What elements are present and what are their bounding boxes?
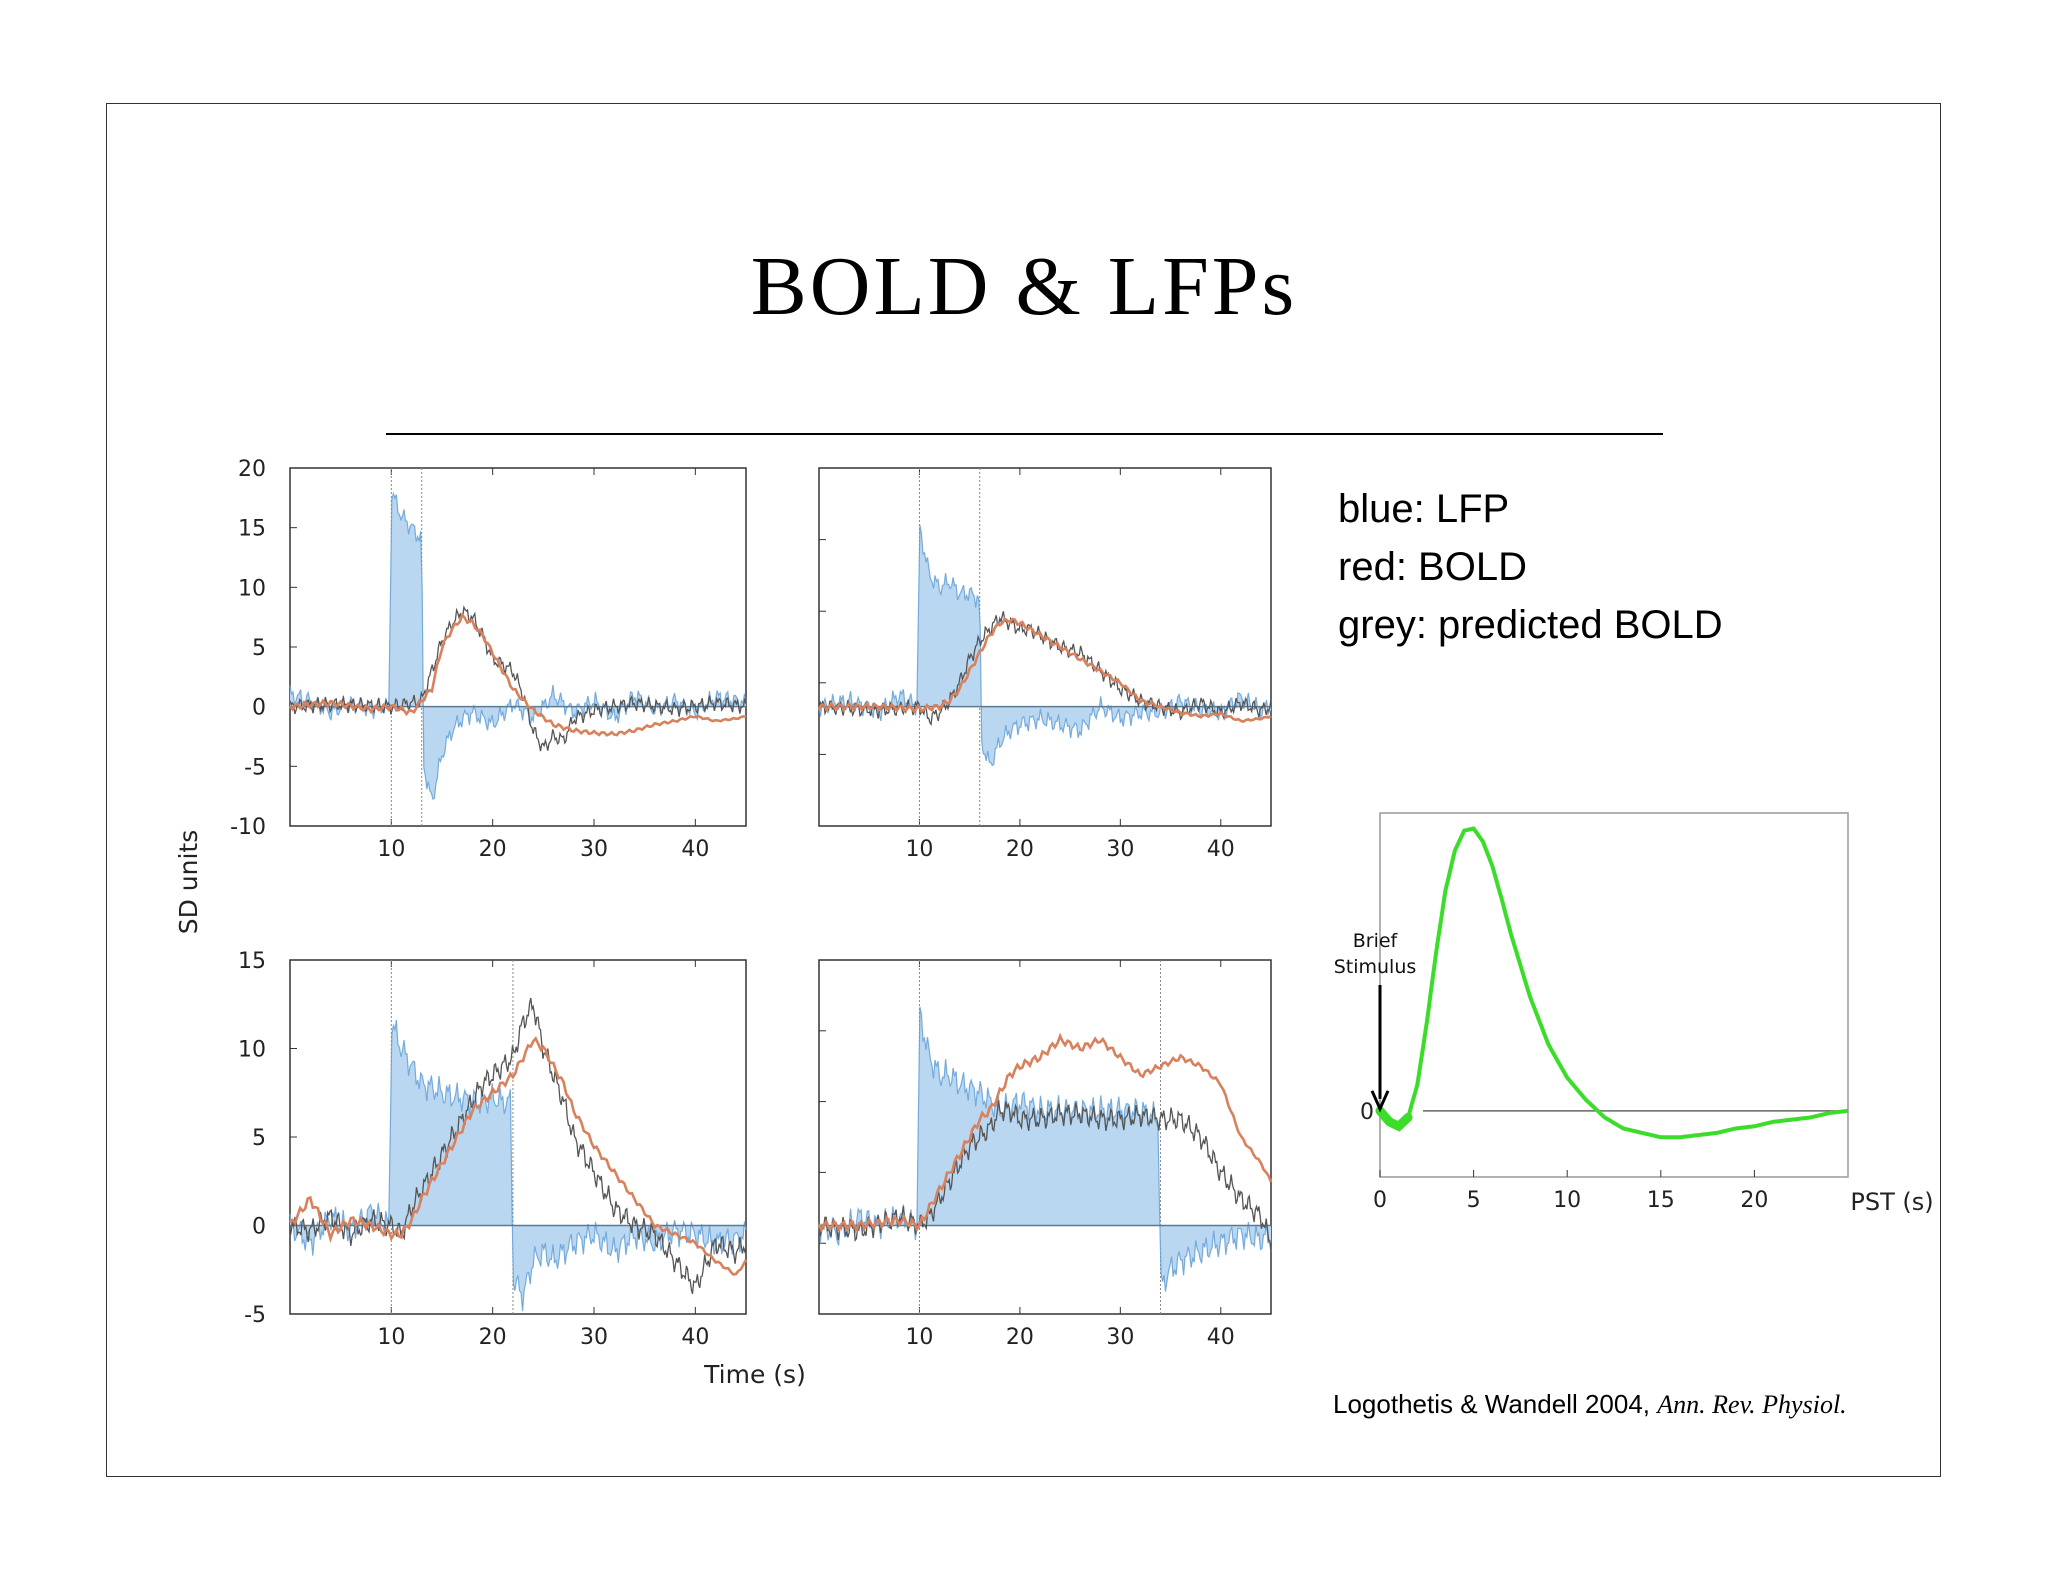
- chart-bottom-left: 10 20 30 40 15 10 5 0 -5 Time (s): [238, 949, 806, 1389]
- legend-bold: red: BOLD: [1338, 545, 1527, 589]
- x-tick-label: 40: [681, 837, 709, 862]
- predicted-bold-line: [818, 1100, 1272, 1253]
- x-tick-label: 10: [905, 837, 933, 862]
- y-tick-label: 0: [252, 696, 266, 721]
- x-tick-label: 5: [1467, 1188, 1481, 1213]
- stimulus-arrow-head: [1370, 1090, 1390, 1113]
- x-tick-label: 30: [580, 1325, 608, 1350]
- chart-top-left: 10 20 30 40 20 15 10 5 0 -5 -10 SD units: [174, 457, 747, 935]
- citation-authors: Logothetis & Wandell 2004,: [1333, 1389, 1651, 1419]
- x-tick-label: 20: [1006, 1325, 1034, 1350]
- plot-frame: [818, 959, 1272, 1315]
- slide-frame: [106, 103, 1941, 1477]
- y-tick-label: -5: [244, 755, 266, 780]
- citation-journal: Ann. Rev. Physiol.: [1657, 1390, 1847, 1419]
- plot-frame: [289, 467, 747, 827]
- y-axis-label: SD units: [174, 830, 203, 935]
- x-tick-label: 10: [905, 1325, 933, 1350]
- x-axis-label: Time (s): [703, 1360, 806, 1389]
- lfp-area: [819, 525, 1271, 766]
- x-tick-label: 10: [377, 1325, 405, 1350]
- y-tick-label: 5: [252, 1126, 266, 1151]
- x-tick-label: 40: [1207, 1325, 1235, 1350]
- x-tick-label: 40: [1207, 837, 1235, 862]
- legend: blue: LFP red: BOLD grey: predicted BOLD: [1338, 480, 1723, 654]
- y-tick-label: 15: [238, 517, 266, 542]
- stimulus-annotation-line: Stimulus: [1334, 956, 1417, 978]
- hrf-curve: [1378, 826, 1849, 1140]
- lfp-area: [819, 1006, 1271, 1292]
- chart-bottom-right: 10 20 30 40: [817, 959, 1273, 1350]
- bold-line: [289, 1036, 748, 1276]
- predicted-bold-line: [289, 997, 747, 1294]
- y-tick-label: 10: [238, 1038, 266, 1063]
- x-tick-label: 40: [681, 1325, 709, 1350]
- title-rule: [386, 433, 1663, 435]
- y-tick-label: 20: [238, 457, 266, 482]
- y-tick-label: -5: [244, 1303, 266, 1328]
- x-tick-label: 10: [1553, 1188, 1581, 1213]
- y-tick-label: -10: [230, 815, 266, 840]
- x-tick-label: 10: [377, 837, 405, 862]
- x-tick-label: 20: [479, 837, 507, 862]
- x-tick-label: 0: [1373, 1188, 1387, 1213]
- legend-lfp: blue: LFP: [1338, 487, 1510, 531]
- predicted-bold-line: [289, 605, 747, 752]
- bold-line: [817, 1032, 1273, 1234]
- chart-hrf: 0 5 10 15 20 0 PST (s) Brief Stimulus: [1334, 812, 1934, 1216]
- x-tick-label: 15: [1647, 1188, 1675, 1213]
- y-tick-label: 0: [252, 1215, 266, 1240]
- x-tick-label: 30: [580, 837, 608, 862]
- legend-predicted: grey: predicted BOLD: [1338, 603, 1723, 647]
- lfp-area: [290, 1020, 746, 1312]
- x-tick-label: 30: [1106, 837, 1134, 862]
- initial-dip: [1375, 1106, 1413, 1132]
- citation: Logothetis & Wandell 2004, Ann. Rev. Phy…: [1333, 1389, 1847, 1420]
- plot-frame: [818, 467, 1272, 827]
- lfp-area: [290, 493, 746, 800]
- y-tick-label: 10: [238, 576, 266, 601]
- x-tick-label: 20: [1740, 1188, 1768, 1213]
- lfp-line: [818, 524, 1272, 767]
- predicted-bold-line: [818, 611, 1272, 727]
- x-tick-label: 30: [1106, 1325, 1134, 1350]
- y-tick-label: 5: [252, 636, 266, 661]
- bold-line: [289, 612, 747, 737]
- chart-top-right: 10 20 30 40: [817, 467, 1272, 862]
- x-tick-label: 20: [1006, 837, 1034, 862]
- stimulus-annotation-line: Brief: [1353, 930, 1399, 952]
- y-tick-label: 15: [238, 949, 266, 974]
- bold-line: [817, 616, 1272, 724]
- lfp-line: [289, 1019, 747, 1312]
- x-axis-label: PST (s): [1850, 1188, 1933, 1216]
- slide-title: BOLD & LFPs: [750, 240, 1298, 333]
- zero-label: 0: [1360, 1100, 1374, 1125]
- lfp-line: [289, 491, 747, 800]
- x-tick-label: 20: [479, 1325, 507, 1350]
